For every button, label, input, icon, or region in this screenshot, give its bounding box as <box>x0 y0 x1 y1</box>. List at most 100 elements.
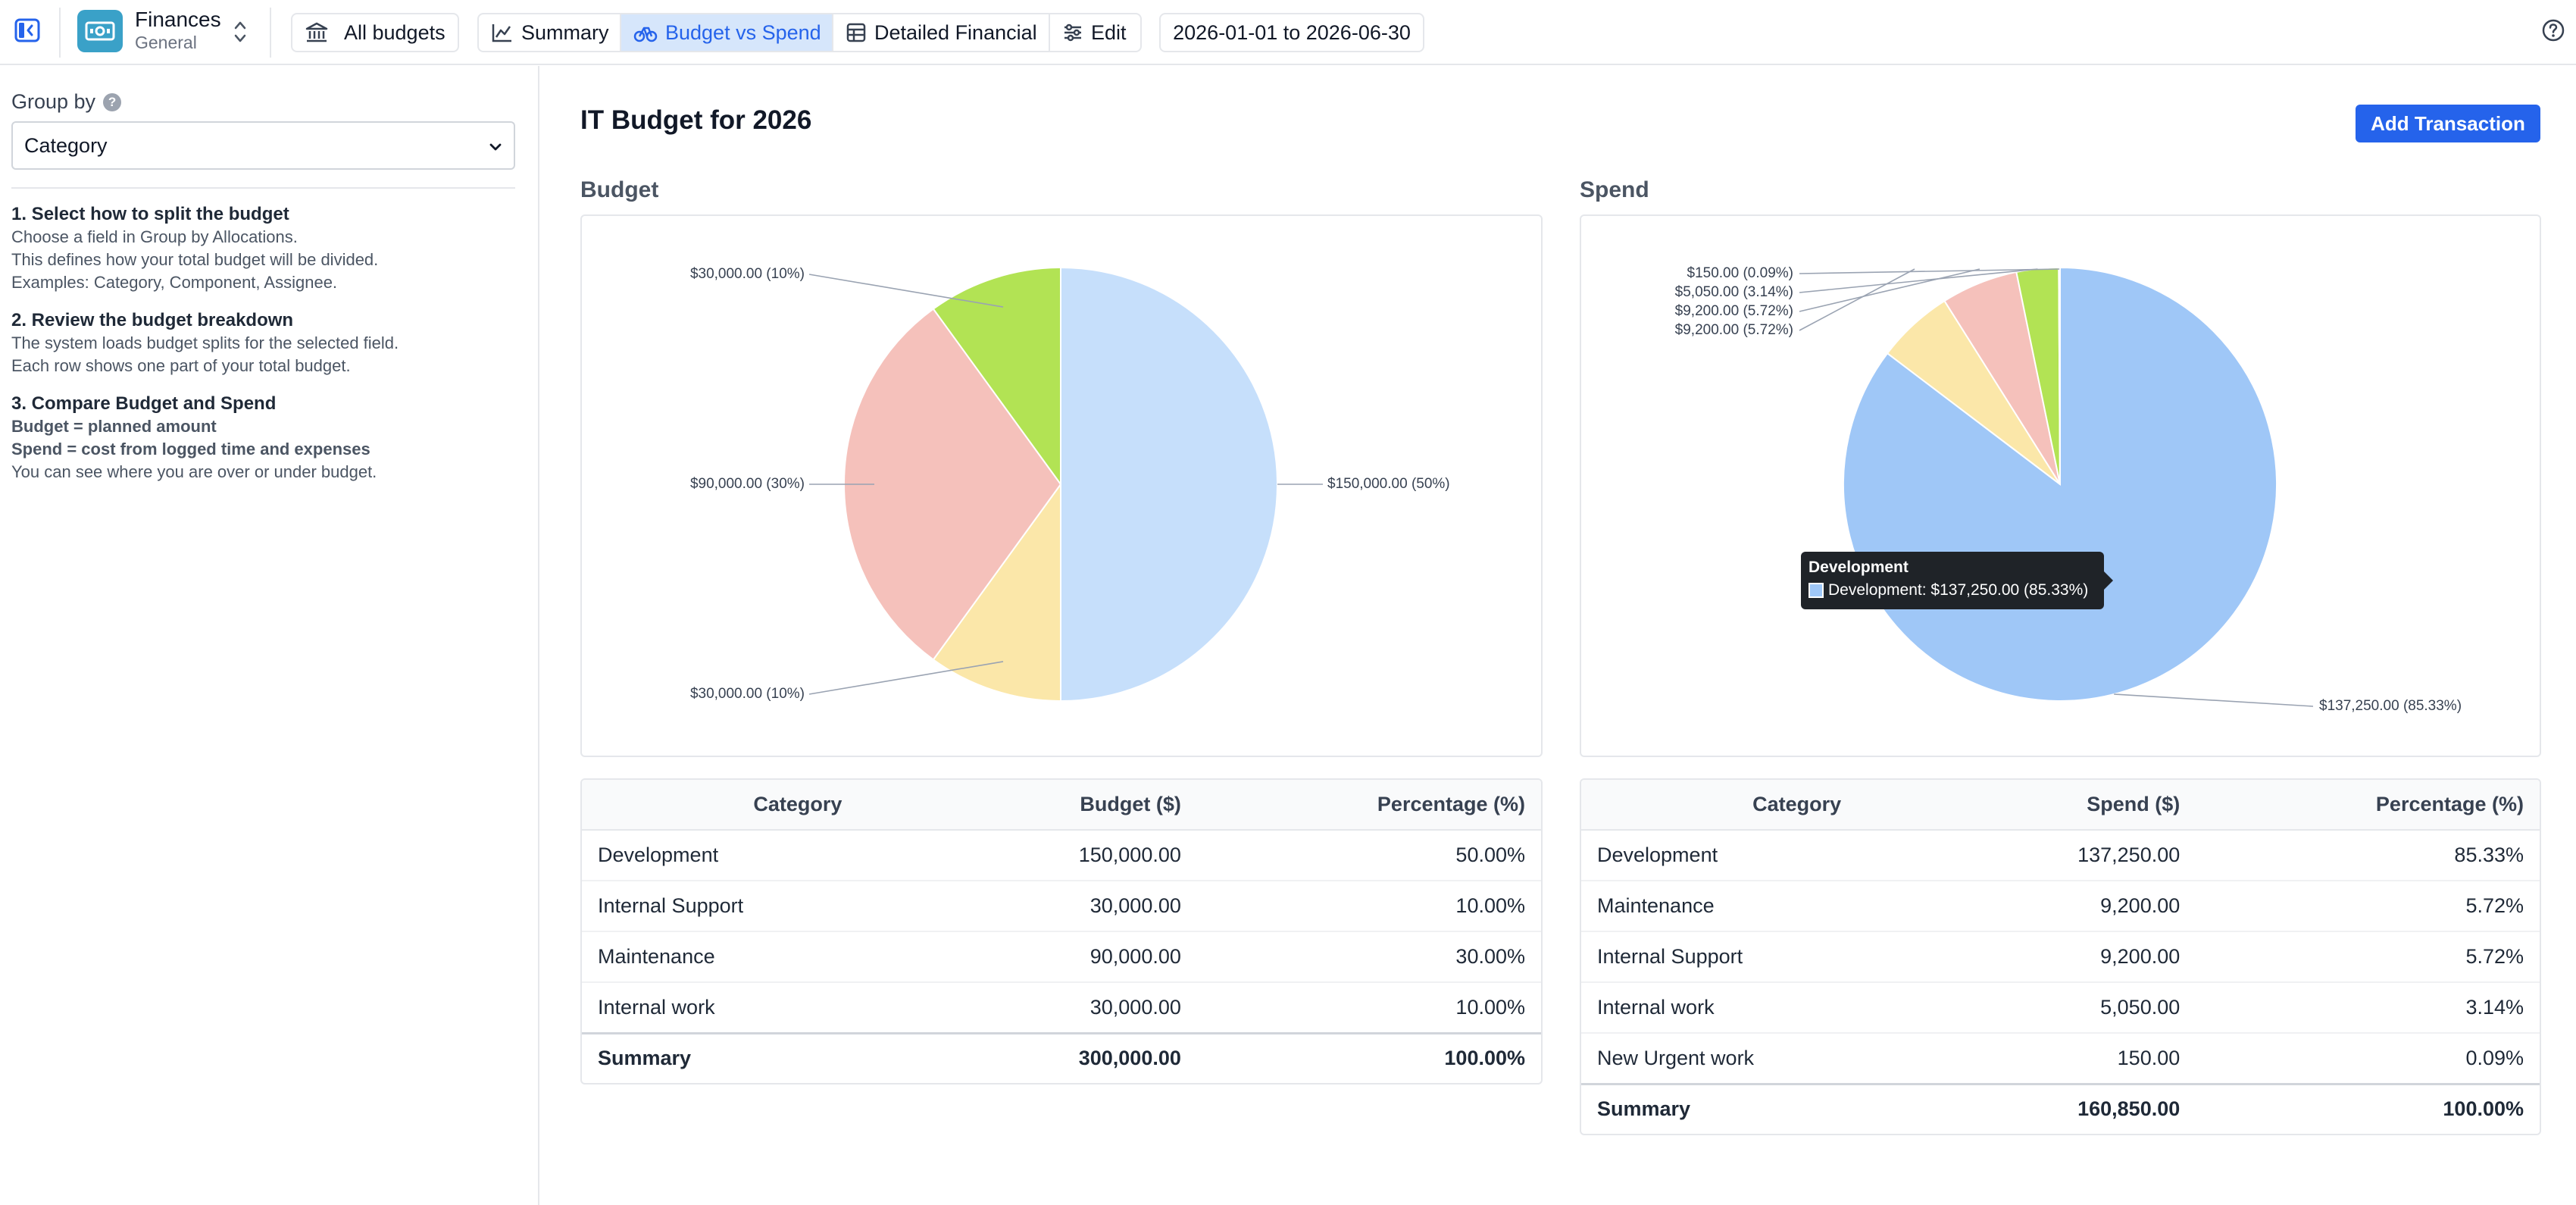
step-title: 1. Select how to split the budget <box>11 204 289 224</box>
group-by-text: Group by <box>11 90 96 113</box>
data-label: $9,200.00 (5.72%) <box>1675 303 1793 319</box>
chart-tooltip: Development Development: $137,250.00 (85… <box>1801 552 2113 609</box>
table-cell: Internal Support <box>1581 931 2013 983</box>
top-bar: Finances General All budgets Summa <box>0 0 2576 65</box>
step-text: The system loads budget splits for the s… <box>11 333 399 352</box>
date-range-picker[interactable]: 2026-01-01 to 2026-06-30 <box>1159 13 1424 52</box>
table-header-row: Category Budget ($) Percentage (%) <box>582 780 1541 831</box>
table-cell: 10.00% <box>1205 881 1541 932</box>
data-label: $30,000.00 (10%) <box>690 686 805 702</box>
chevron-down-icon <box>488 134 503 158</box>
data-label: $30,000.00 (10%) <box>690 266 805 282</box>
table-cell: Internal work <box>582 982 1014 1034</box>
budget-section-title: Budget <box>580 177 659 202</box>
table-cell: 5.72% <box>2204 931 2540 983</box>
spend-chart-card: $137,250.00 (85.33%) $150.00 (0.09%) $5,05… <box>1580 214 2541 757</box>
step-text: Spend = cost from logged time and expens… <box>11 440 370 459</box>
app-logo-icon <box>77 10 123 52</box>
data-label: $150.00 (0.09%) <box>1687 265 1794 281</box>
tab-label: Summary <box>521 20 609 44</box>
sidebar-toggle-icon[interactable] <box>12 15 42 45</box>
pie-slice-internal-support[interactable] <box>932 481 1061 703</box>
table-cell: 30,000.00 <box>1013 881 1205 932</box>
step-text: Each row shows one part of your total bu… <box>11 356 351 375</box>
step-text: Budget = planned amount <box>11 417 217 436</box>
legend-swatch <box>1809 583 1824 598</box>
chart-line-icon <box>491 22 514 43</box>
all-budgets-label: All budgets <box>344 20 445 44</box>
table-row: Internal work 5,050.00 3.14% <box>1581 982 2540 1034</box>
chevron-up-down-icon[interactable] <box>232 17 249 47</box>
spend-table: Category Spend ($) Percentage (%) Develo… <box>1580 778 2541 1135</box>
table-cell: 100.00% <box>2204 1082 2540 1134</box>
step-title: 2. Review the budget breakdown <box>11 310 294 330</box>
data-label: $90,000.00 (30%) <box>690 476 805 492</box>
pie-slice-development[interactable] <box>1060 266 1278 703</box>
table-cell: Maintenance <box>1581 881 2013 932</box>
label-leader-line <box>1799 268 2060 274</box>
table-row: Development 137,250.00 85.33% <box>1581 830 2540 881</box>
column-header[interactable]: Spend ($) <box>2012 780 2205 831</box>
all-budgets-button[interactable]: All budgets <box>291 13 459 52</box>
tab-label: Detailed Financial <box>874 20 1037 44</box>
group-by-label: Group by ? <box>11 90 122 114</box>
table-cell: 5.72% <box>2204 881 2540 932</box>
tab-label: Edit <box>1091 20 1127 44</box>
tab-edit[interactable]: Edit <box>1050 14 1140 51</box>
table-cell: Development <box>582 830 1014 881</box>
table-cell: Internal Support <box>582 881 1014 932</box>
app-subtitle[interactable]: General <box>135 33 197 52</box>
table-cell: 137,250.00 <box>2012 830 2205 881</box>
table-row: Internal Support 9,200.00 5.72% <box>1581 931 2540 983</box>
instruction-step-1: 1. Select how to split the budget Choose… <box>11 203 534 294</box>
pie-slice-internal-work[interactable] <box>932 266 1061 487</box>
step-text: This defines how your total budget will … <box>11 250 379 269</box>
step-text: Examples: Category, Component, Assignee. <box>11 273 338 292</box>
label-leader-line <box>1799 268 1980 312</box>
table-cell: 300,000.00 <box>1013 1031 1205 1083</box>
table-icon <box>846 22 867 43</box>
pie-slice-new-urgent-work[interactable] <box>2058 266 2061 485</box>
label-leader-line <box>1799 268 1915 331</box>
table-row: Internal work 30,000.00 10.00% <box>582 982 1541 1034</box>
column-header[interactable]: Percentage (%) <box>1205 780 1541 831</box>
table-row: Internal Support 30,000.00 10.00% <box>582 881 1541 932</box>
bank-icon <box>305 21 329 44</box>
column-header[interactable]: Category <box>582 780 1014 831</box>
tab-detailed-financial[interactable]: Detailed Financial <box>833 14 1050 51</box>
column-header[interactable]: Percentage (%) <box>2204 780 2540 831</box>
instruction-step-2: 2. Review the budget breakdown The syste… <box>11 309 534 377</box>
add-transaction-button[interactable]: Add Transaction <box>2356 105 2540 142</box>
toolbar-divider <box>59 8 61 58</box>
table-row: Maintenance 90,000.00 30.00% <box>582 931 1541 983</box>
data-label: $150,000.00 (50%) <box>1327 476 1450 492</box>
table-row: New Urgent work 150.00 0.09% <box>1581 1033 2540 1084</box>
help-circle-icon[interactable]: ? <box>103 92 122 111</box>
table-cell: 30,000.00 <box>1013 982 1205 1034</box>
step-text: Choose a field in Group by Allocations. <box>11 227 298 246</box>
summary-row: Summary 300,000.00 100.00% <box>582 1031 1541 1083</box>
help-icon[interactable] <box>2540 17 2567 44</box>
tooltip-arrow <box>2104 571 2113 590</box>
table-cell: Maintenance <box>582 931 1014 983</box>
spend-section-title: Spend <box>1580 177 1649 202</box>
table-cell: 30.00% <box>1205 931 1541 983</box>
table-cell: 100.00% <box>1205 1031 1541 1083</box>
tooltip-row: Development: $137,250.00 (85.33%) <box>1809 577 2096 603</box>
table-cell: New Urgent work <box>1581 1033 2013 1084</box>
table-cell: Summary <box>1581 1082 2013 1134</box>
table-row: Development 150,000.00 50.00% <box>582 830 1541 881</box>
tab-budget-vs-spend[interactable]: Budget vs Spend <box>621 14 833 51</box>
group-by-select[interactable]: Category <box>11 121 515 170</box>
tab-summary[interactable]: Summary <box>479 14 621 51</box>
table-header-row: Category Spend ($) Percentage (%) <box>1581 780 2540 831</box>
label-leader-line <box>1799 268 2038 293</box>
data-label: $5,050.00 (3.14%) <box>1675 284 1793 300</box>
budget-chart-card: $150,000.00 (50%) $30,000.00 (10%) $90,000… <box>580 214 1543 757</box>
column-header[interactable]: Category <box>1581 780 2013 831</box>
table-cell: Development <box>1581 830 2013 881</box>
app-name[interactable]: Finances <box>135 8 221 31</box>
column-header[interactable]: Budget ($) <box>1013 780 1205 831</box>
step-title: 3. Compare Budget and Spend <box>11 393 277 414</box>
label-leader-line <box>2114 693 2314 707</box>
